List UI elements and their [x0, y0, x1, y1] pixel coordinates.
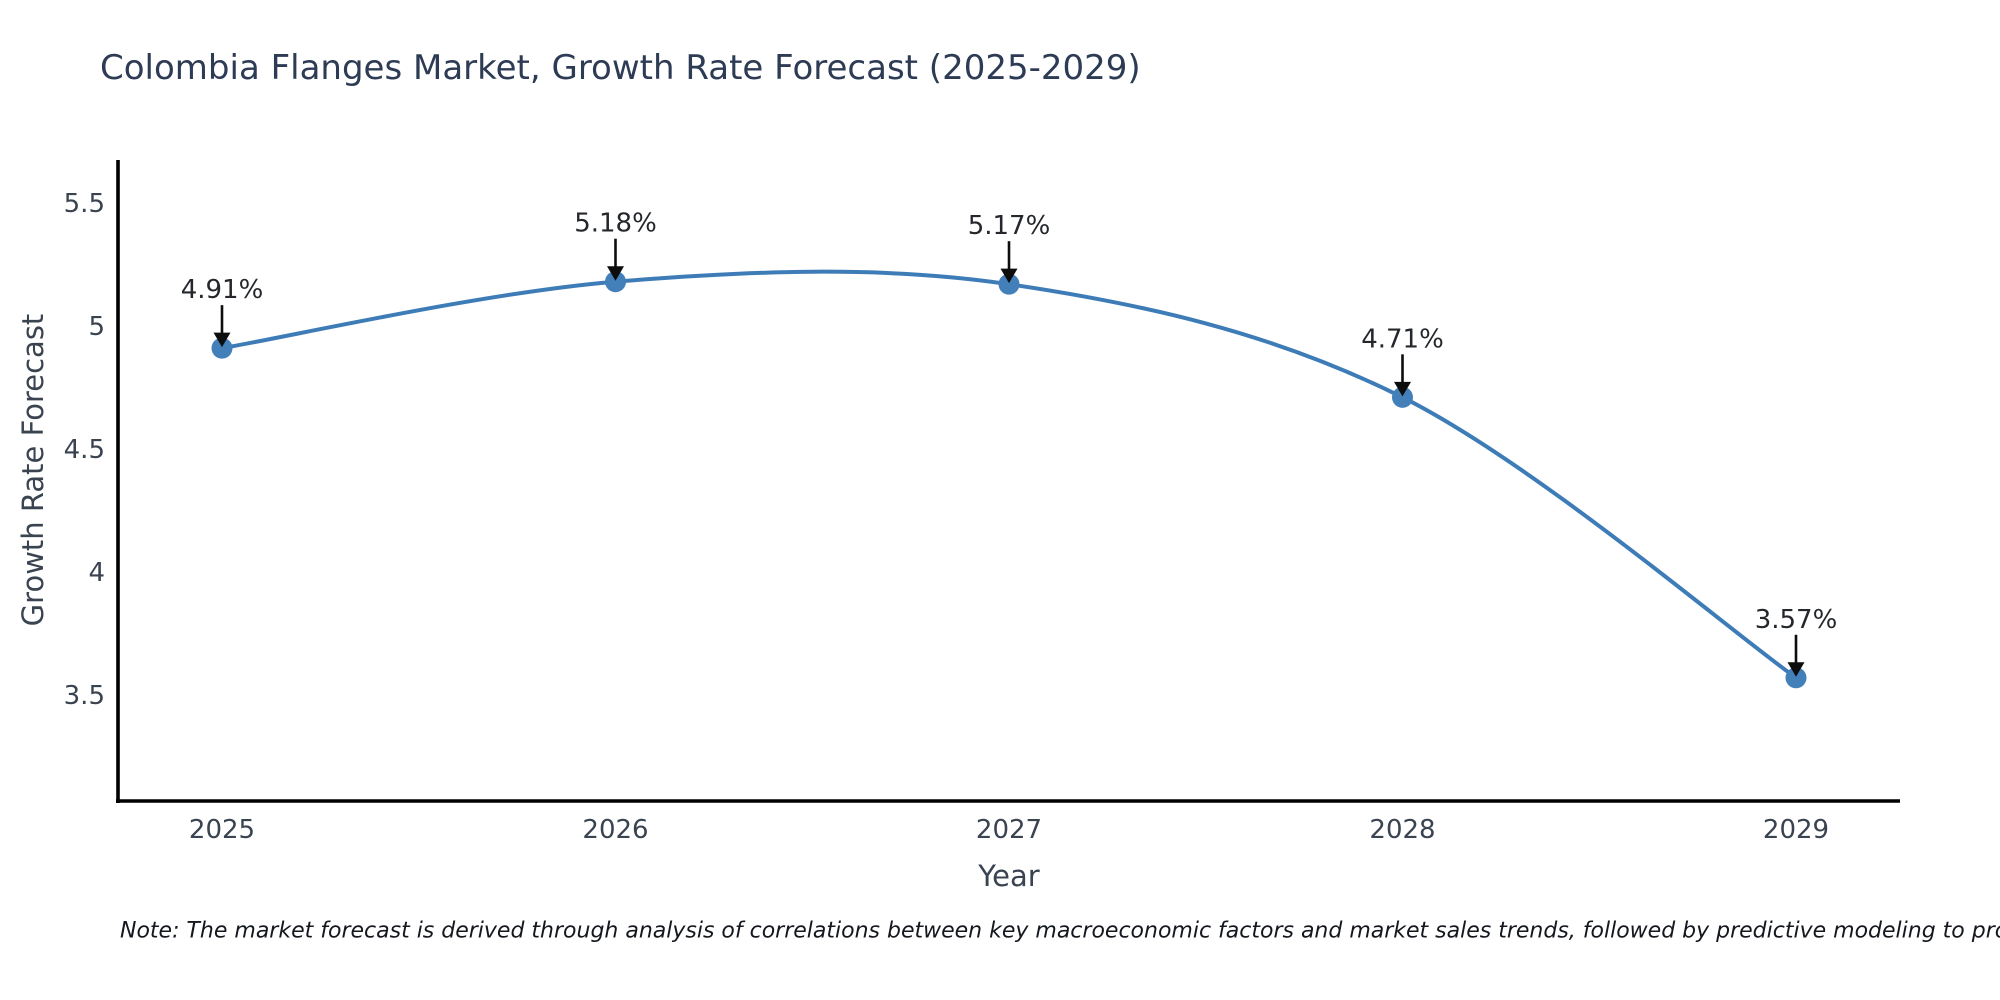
annotation-arrow-head — [213, 332, 231, 348]
annotation-arrow-head — [1394, 381, 1411, 397]
x-tick-label: 2025 — [189, 815, 255, 845]
footnote: Note: The market forecast is derived thr… — [120, 918, 2000, 944]
point-value-label: 4.71% — [1361, 324, 1444, 354]
point-value-label: 3.57% — [1755, 605, 1838, 635]
data-point-2028 — [1392, 386, 1413, 408]
x-tick-label: 2026 — [582, 815, 648, 845]
point-value-label: 5.17% — [968, 211, 1051, 241]
y-tick-label: 5.5 — [64, 189, 105, 219]
y-tick-label: 5 — [88, 312, 105, 342]
point-value-label: 4.91% — [181, 275, 264, 305]
x-tick-label: 2029 — [1763, 815, 1829, 845]
annotation-arrow-head — [1787, 662, 1805, 677]
point-value-label: 5.18% — [574, 209, 657, 239]
x-axis-label: Year — [978, 859, 1040, 893]
y-tick-label: 4.5 — [64, 435, 105, 465]
x-tick-label: 2027 — [976, 815, 1042, 845]
forecast-line — [220, 269, 1798, 680]
annotation-arrow-head — [607, 266, 624, 281]
y-tick-label: 3.5 — [64, 681, 105, 711]
data-point-2026 — [605, 271, 626, 293]
chart-title: Colombia Flanges Market, Growth Rate For… — [100, 48, 1141, 88]
y-tick-label: 4 — [88, 558, 105, 588]
data-point-2029 — [1785, 667, 1807, 689]
annotation-arrow-head — [1000, 268, 1018, 284]
x-tick-label: 2028 — [1369, 815, 1435, 845]
data-point-2025 — [211, 337, 233, 359]
data-point-2027 — [998, 273, 1020, 295]
